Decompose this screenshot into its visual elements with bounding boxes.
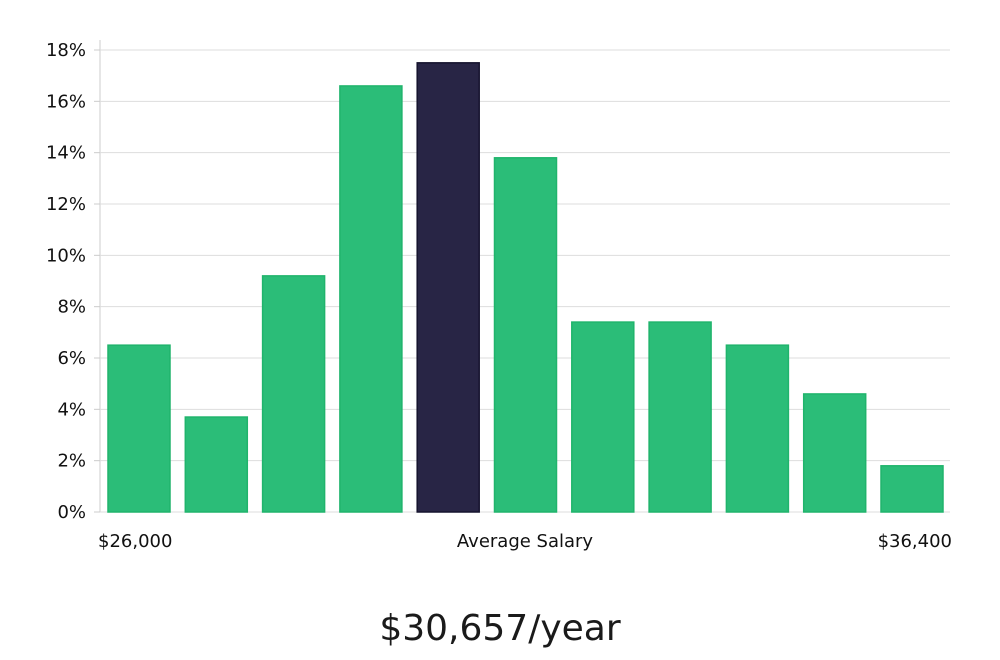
- bar: [339, 85, 403, 513]
- y-tick-label: 12%: [46, 194, 86, 215]
- y-tick-label: 8%: [57, 297, 86, 318]
- y-tick-label: 0%: [57, 502, 86, 523]
- y-tick-label: 14%: [46, 143, 86, 164]
- bar: [571, 321, 635, 513]
- x-label-left: $26,000: [98, 531, 172, 552]
- bar: [261, 275, 326, 513]
- y-tick-label: 18%: [46, 40, 86, 61]
- bar: [648, 321, 712, 513]
- bar: [107, 344, 171, 513]
- y-tick-label: 16%: [46, 91, 86, 112]
- bar: [880, 465, 944, 513]
- y-tick-layer: 0% 2% 4% 6% 8% 10% 12% 14% 16% 18%: [46, 40, 86, 523]
- average-salary-value: $30,657/year: [379, 608, 621, 649]
- bar: [802, 393, 867, 513]
- bar-average-salary: [416, 62, 480, 513]
- x-label-right: $36,400: [878, 531, 952, 552]
- y-tick-label: 4%: [57, 399, 86, 420]
- y-tick-label: 10%: [46, 245, 86, 266]
- x-label-center: Average Salary: [457, 531, 594, 552]
- y-tick-label: 6%: [57, 348, 86, 369]
- bar-layer: [107, 62, 944, 513]
- bar: [184, 416, 249, 513]
- y-tick-label: 2%: [57, 451, 86, 472]
- bar: [493, 157, 558, 513]
- bar: [725, 344, 790, 513]
- chart-svg: 0% 2% 4% 6% 8% 10% 12% 14% 16% 18% $26,000 Averag…: [46, 40, 952, 552]
